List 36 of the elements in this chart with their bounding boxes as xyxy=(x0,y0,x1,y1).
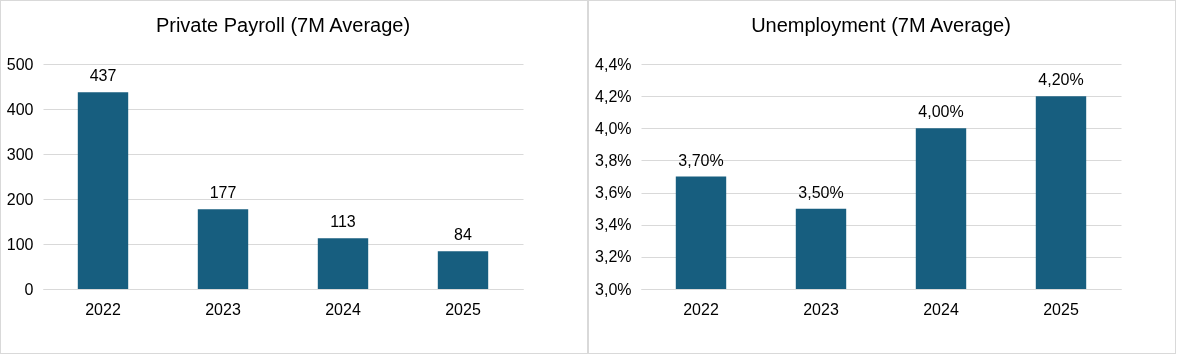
x-tick-label: 2024 xyxy=(325,300,361,318)
x-tick-label: 2023 xyxy=(205,300,241,318)
y-tick-label: 3,4% xyxy=(595,216,632,234)
y-tick-label: 4,0% xyxy=(595,119,632,137)
y-tick-label: 3,6% xyxy=(595,184,632,202)
data-label: 113 xyxy=(330,213,356,231)
x-tick-label: 2025 xyxy=(1043,300,1079,318)
x-tick-label: 2025 xyxy=(445,300,481,318)
bar xyxy=(77,92,129,289)
x-tick-label: 2022 xyxy=(683,300,719,318)
x-tick-label: 2023 xyxy=(803,300,839,318)
y-tick-label: 3,8% xyxy=(595,151,632,169)
x-tick-label: 2024 xyxy=(923,300,959,318)
y-tick-label: 3,2% xyxy=(595,248,632,266)
y-tick-label: 4,2% xyxy=(595,87,632,105)
data-label: 177 xyxy=(209,184,237,202)
data-label: 4,20% xyxy=(1038,71,1084,89)
chart-title: Unemployment (7M Average) xyxy=(751,14,1011,36)
data-label: 3,50% xyxy=(798,183,844,201)
chart-title: Private Payroll (7M Average) xyxy=(155,14,411,36)
y-tick-label: 400 xyxy=(6,100,34,118)
bar xyxy=(317,238,369,289)
x-tick-label: 2022 xyxy=(85,300,121,318)
y-tick-label: 3,0% xyxy=(595,280,632,298)
y-tick-label: 0 xyxy=(24,280,34,298)
data-label: 84 xyxy=(454,226,472,244)
bar xyxy=(437,251,489,289)
y-tick-label: 100 xyxy=(6,235,34,253)
y-tick-label: 4,4% xyxy=(595,55,632,73)
bar xyxy=(197,209,249,289)
y-tick-label: 500 xyxy=(6,55,34,73)
data-label: 3,70% xyxy=(678,151,724,169)
y-tick-label: 200 xyxy=(6,190,34,208)
data-label: 4,00% xyxy=(918,103,964,121)
y-tick-label: 300 xyxy=(6,145,34,163)
data-label: 437 xyxy=(89,67,117,85)
